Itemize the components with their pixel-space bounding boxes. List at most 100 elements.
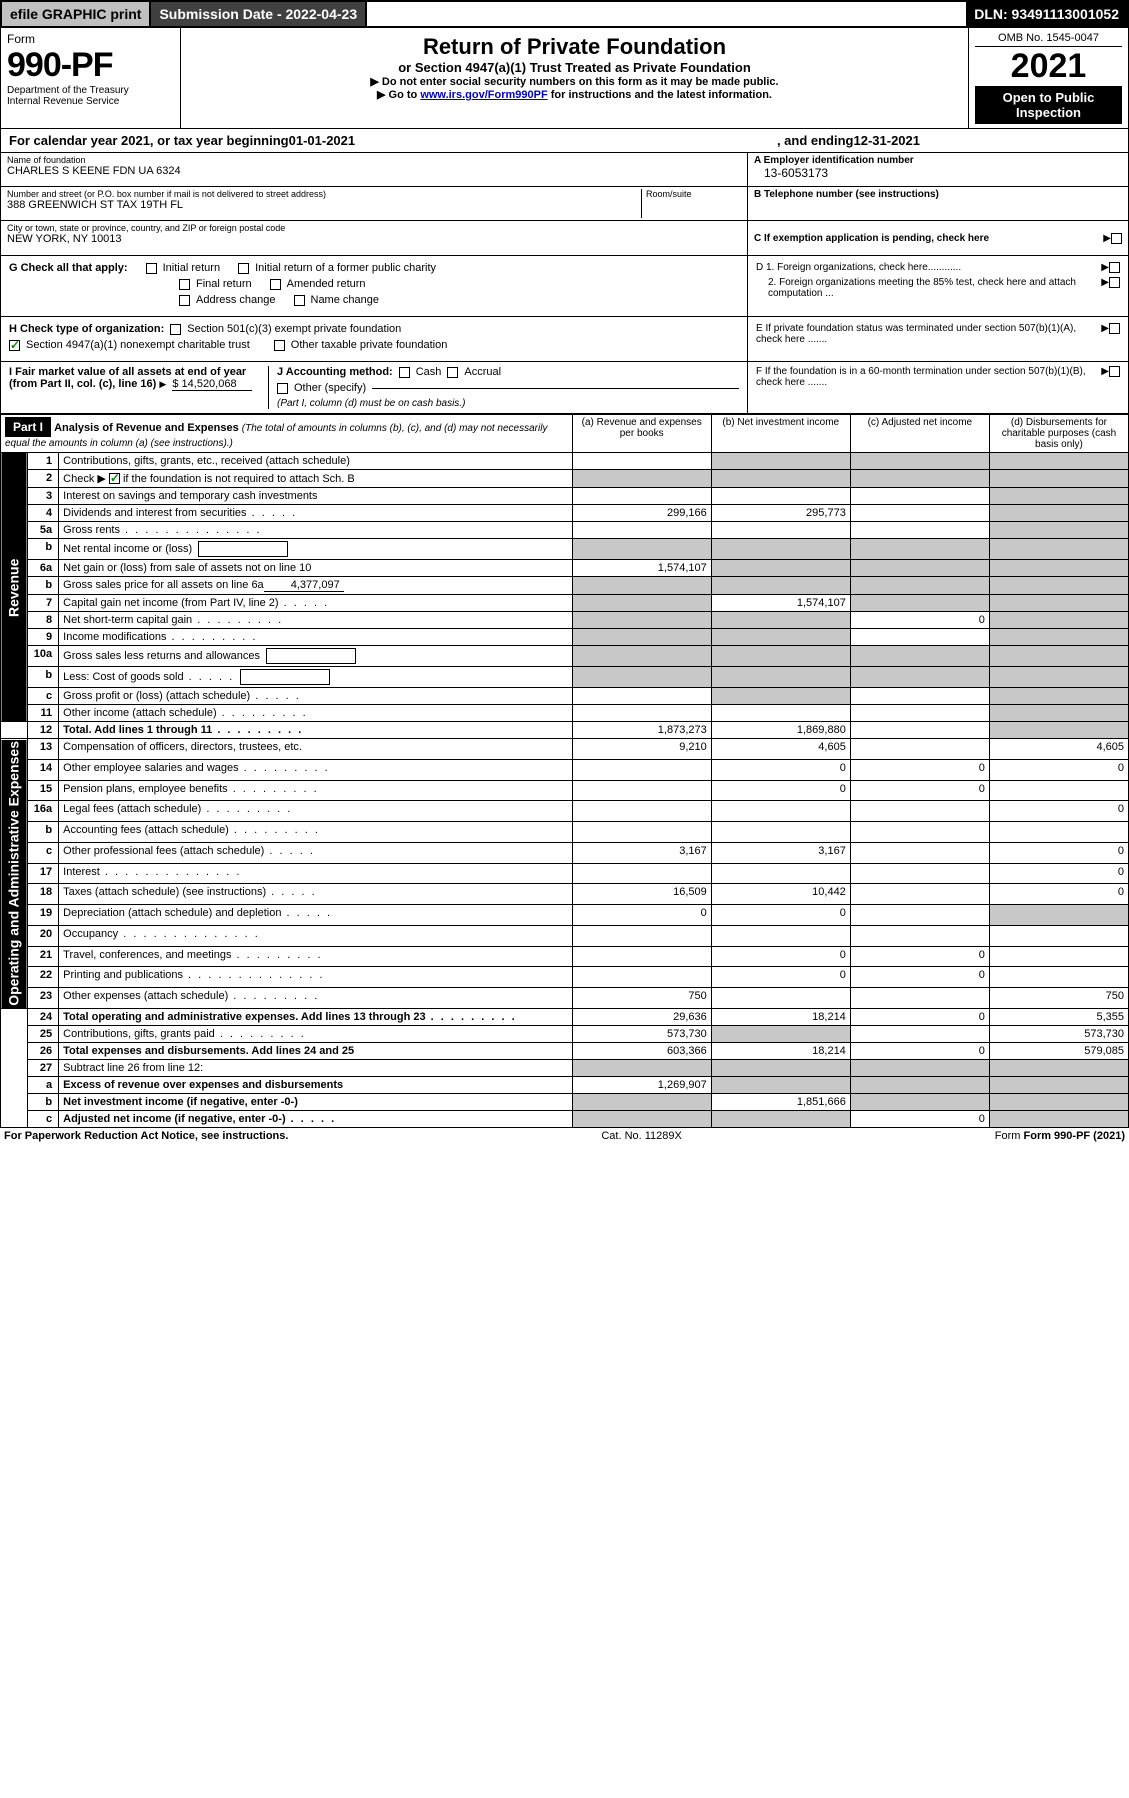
r20d: Occupancy [63,928,118,940]
col-c-header: (c) Adjusted net income [850,415,989,453]
section-ij-f: I Fair market value of all assets at end… [0,362,1129,414]
section-h-e: H Check type of organization: Section 50… [0,317,1129,362]
table-row: 17 Interest 0 [1,863,1129,884]
address-change-checkbox[interactable] [179,295,190,306]
cell-amount: 0 [711,946,850,967]
r21d: Travel, conferences, and meetings [63,949,231,961]
cell-amount: 0 [850,1008,989,1025]
table-row: 3 Interest on savings and temporary cash… [1,488,1129,505]
line-num: b [27,539,58,560]
501c3-checkbox[interactable] [170,324,181,335]
arrow-icon: ▶ [1101,277,1109,299]
4947a1-checkbox[interactable] [9,340,20,351]
h-opt-1: Section 501(c)(3) exempt private foundat… [187,323,401,335]
line-num: 24 [27,1008,58,1025]
fmv-amount: $ 14,520,068 [172,378,252,391]
r23d: Other expenses (attach schedule) [63,990,228,1002]
accrual-checkbox[interactable] [447,367,458,378]
60month-checkbox[interactable] [1109,366,1120,377]
line-desc: Total operating and administrative expen… [59,1008,573,1025]
r18d: Taxes (attach schedule) (see instruction… [63,886,266,898]
table-row: b Gross sales price for all assets on li… [1,577,1129,595]
cell-amount: 0 [850,1042,989,1059]
cell-amount: 1,873,273 [572,722,711,739]
amended-return-checkbox[interactable] [270,279,281,290]
tax-year: 2021 [975,47,1122,86]
cell-amount: 16,509 [572,884,711,905]
foreign-85-checkbox[interactable] [1109,277,1120,288]
line-desc: Occupancy [59,925,573,946]
efile-print-button[interactable]: efile GRAPHIC print [2,2,151,26]
line-desc: Pension plans, employee benefits [59,780,573,801]
form-header: Form 990-PF Department of the Treasury I… [0,28,1129,128]
footer-right: Form Form 990-PF (2021) [995,1130,1125,1142]
cell-amount: 10,442 [711,884,850,905]
col-a-header: (a) Revenue and expenses per books [572,415,711,453]
schb-not-required-checkbox[interactable] [109,473,120,484]
r4d: Dividends and interest from securities [63,507,246,519]
cell-amount: 750 [989,988,1128,1009]
other-method-checkbox[interactable] [277,383,288,394]
line-desc: Other employee salaries and wages [59,759,573,780]
table-row: 15 Pension plans, employee benefits 0 0 [1,780,1129,801]
line-num: 2 [27,470,58,488]
table-row: 21 Travel, conferences, and meetings 0 0 [1,946,1129,967]
line-desc: Taxes (attach schedule) (see instruction… [59,884,573,905]
arrow-icon: ▶ [1101,323,1109,345]
r9d: Income modifications [63,631,166,643]
r5ad: Gross rents [63,524,120,536]
line-desc: Contributions, gifts, grants paid [59,1025,573,1042]
status-terminated-checkbox[interactable] [1109,323,1120,334]
line-desc: Less: Cost of goods sold [59,667,573,688]
cash-checkbox[interactable] [399,367,410,378]
line-num: 10a [27,646,58,667]
table-row: b Net investment income (if negative, en… [1,1093,1129,1110]
cell-amount: 750 [572,988,711,1009]
foundation-name: CHARLES S KEENE FDN UA 6324 [7,165,741,177]
table-row: b Accounting fees (attach schedule) [1,822,1129,843]
line-num: 26 [27,1042,58,1059]
line-desc: Gross sales price for all assets on line… [59,577,573,595]
cell-amount: 299,166 [572,505,711,522]
r14d: Other employee salaries and wages [63,762,238,774]
cell-amount: 579,085 [989,1042,1128,1059]
cell-amount: 573,730 [572,1025,711,1042]
part1-table: Part I Analysis of Revenue and Expenses … [0,414,1129,1128]
instructions-link[interactable]: www.irs.gov/Form990PF [420,89,547,101]
j-note: (Part I, column (d) must be on cash basi… [277,398,739,409]
h-label: H Check type of organization: [9,323,164,335]
line-num: 22 [27,967,58,988]
ein-label: A Employer identification number [754,155,1122,166]
line-desc: Printing and publications [59,967,573,988]
name-change-checkbox[interactable] [294,295,305,306]
cell-amount: 0 [711,759,850,780]
table-row: a Excess of revenue over expenses and di… [1,1076,1129,1093]
other-taxable-checkbox[interactable] [274,340,285,351]
dln: DLN: 93491113001052 [966,2,1127,26]
col-b-header: (b) Net investment income [711,415,850,453]
table-row: 22 Printing and publications 0 0 [1,967,1129,988]
exemption-pending-label: C If exemption application is pending, c… [754,233,1103,244]
g-opt-5: Name change [311,294,380,306]
final-return-checkbox[interactable] [179,279,190,290]
table-row: 10a Gross sales less returns and allowan… [1,646,1129,667]
ein-value: 13-6053173 [754,166,1122,180]
initial-return-former-checkbox[interactable] [238,263,249,274]
cell-amount: 3,167 [572,842,711,863]
exemption-pending-checkbox[interactable] [1111,233,1122,244]
omb-number: OMB No. 1545-0047 [975,32,1122,47]
foreign-org-checkbox[interactable] [1109,262,1120,273]
line-num: 9 [27,629,58,646]
line-desc: Accounting fees (attach schedule) [59,822,573,843]
instr2-post: for instructions and the latest informat… [548,89,772,101]
line-num: 13 [27,739,58,760]
r8d: Net short-term capital gain [63,614,192,626]
initial-return-checkbox[interactable] [146,263,157,274]
line-desc: Gross rents [59,522,573,539]
cell-amount: 0 [850,1110,989,1127]
line-desc: Total expenses and disbursements. Add li… [59,1042,573,1059]
line-desc: Capital gain net income (from Part IV, l… [59,595,573,612]
r7d: Capital gain net income (from Part IV, l… [63,597,278,609]
r16cd: Other professional fees (attach schedule… [63,845,264,857]
line-num: c [27,688,58,705]
